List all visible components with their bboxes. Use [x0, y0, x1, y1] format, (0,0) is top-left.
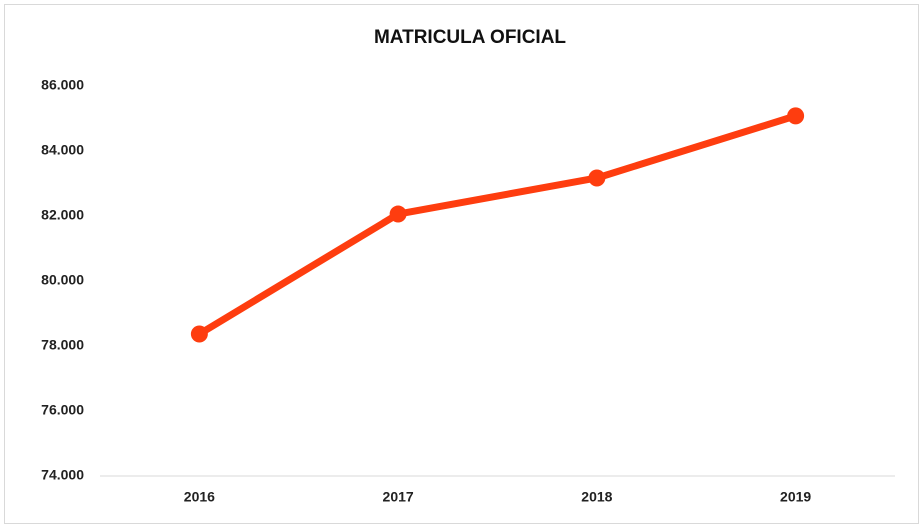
chart-title: MATRICULA OFICIAL [374, 27, 566, 48]
y-tick-label: 74.000 [41, 467, 84, 483]
data-point [190, 325, 208, 343]
x-tick-label: 2017 [383, 489, 414, 505]
data-line [195, 112, 800, 338]
y-tick-label: 82.000 [41, 207, 84, 223]
data-point [389, 205, 407, 223]
y-tick-label: 78.000 [41, 337, 84, 353]
x-tick-label: 2019 [780, 489, 811, 505]
x-tick-label: 2018 [581, 489, 612, 505]
y-tick-label: 80.000 [41, 272, 84, 288]
chart-frame [4, 4, 919, 524]
y-tick-label: 86.000 [41, 77, 84, 93]
y-tick-label: 84.000 [41, 142, 84, 158]
x-tick-label: 2016 [184, 489, 215, 505]
data-point [787, 107, 805, 125]
y-tick-label: 76.000 [41, 402, 84, 418]
data-point [588, 169, 606, 187]
